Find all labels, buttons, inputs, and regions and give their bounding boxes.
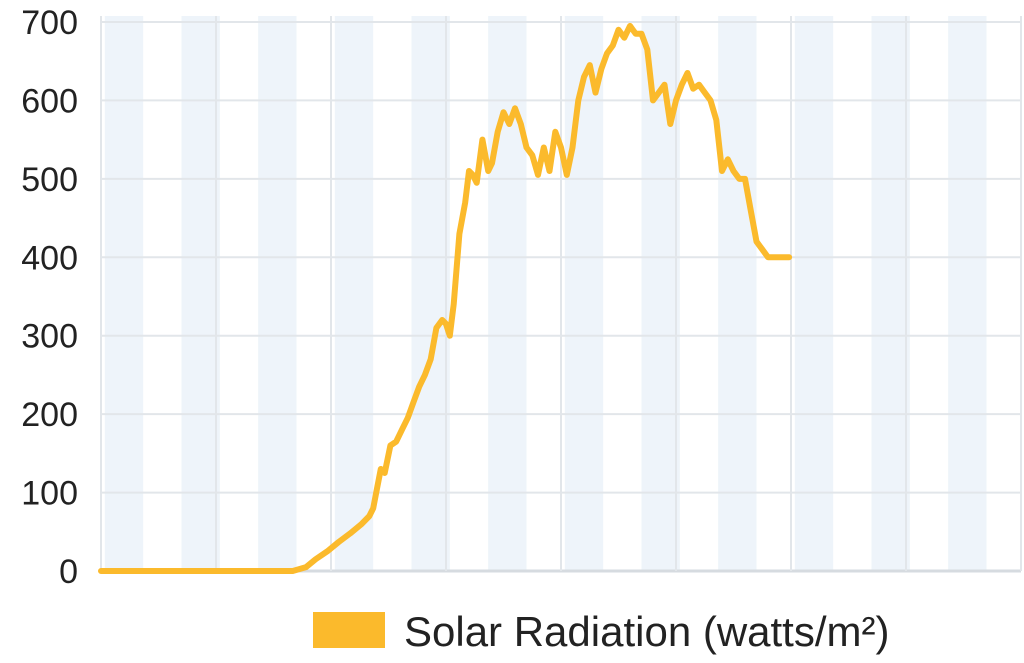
vertical-gridlines (100, 16, 1022, 571)
background-band (948, 16, 987, 571)
background-band (488, 16, 527, 571)
alternating-background-bands (104, 16, 987, 571)
background-band (258, 16, 297, 571)
background-band (718, 16, 757, 571)
y-tick-label: 200 (21, 396, 78, 434)
background-band (794, 16, 834, 571)
background-band (334, 16, 374, 571)
legend-swatch (313, 612, 385, 648)
legend: Solar Radiation (watts/m²) (313, 608, 889, 655)
legend-label: Solar Radiation (watts/m²) (404, 608, 889, 655)
y-tick-label: 100 (21, 475, 78, 513)
series-layer (98, 22, 793, 574)
y-tick-label: 400 (21, 239, 78, 277)
y-tick-label: 300 (21, 318, 78, 356)
y-tick-label: 500 (21, 161, 78, 199)
y-axis-tick-labels: 0 100 200 300 400 500 600 700 (21, 4, 78, 591)
y-tick-label: 700 (21, 4, 78, 42)
background-band (181, 16, 220, 571)
background-band (104, 16, 144, 571)
series-line (98, 22, 793, 574)
background-band (411, 16, 450, 571)
background-band (564, 16, 604, 571)
y-tick-label: 0 (59, 553, 78, 591)
y-tick-label: 600 (21, 82, 78, 120)
background-band (871, 16, 910, 571)
